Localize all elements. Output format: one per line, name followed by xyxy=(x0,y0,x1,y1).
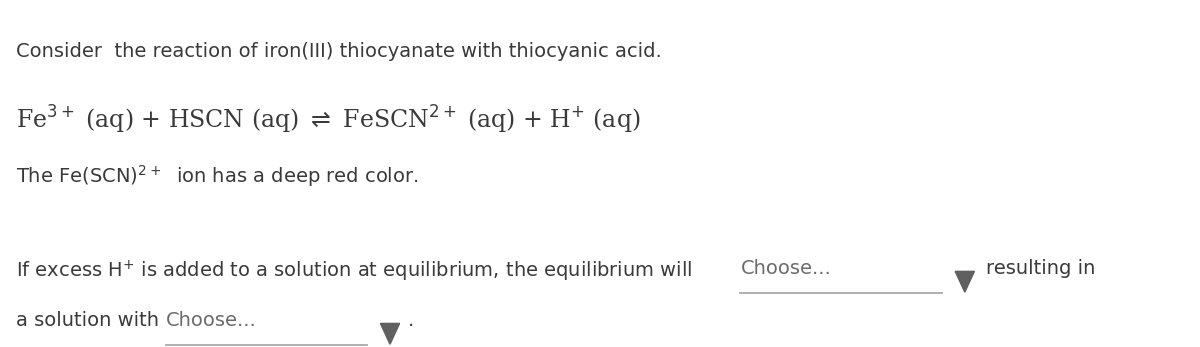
Text: If excess $\mathregular{H}^{+}$ is added to a solution at equilibrium, the equil: If excess $\mathregular{H}^{+}$ is added… xyxy=(16,259,692,284)
Text: resulting in: resulting in xyxy=(986,259,1096,278)
Text: .: . xyxy=(408,311,414,330)
Text: Consider  the reaction of iron(III) thiocyanate with thiocyanic acid.: Consider the reaction of iron(III) thioc… xyxy=(16,42,661,61)
Text: The $\mathregular{Fe(SCN)}^{2+}$  ion has a deep red color.: The $\mathregular{Fe(SCN)}^{2+}$ ion has… xyxy=(16,163,418,189)
Text: Choose...: Choose... xyxy=(740,259,832,278)
Text: a solution with: a solution with xyxy=(16,311,158,330)
Text: $\mathregular{Fe}^{3+}$ (aq) + $\mathregular{HSCN}$ (aq) $\rightleftharpoons$ $\: $\mathregular{Fe}^{3+}$ (aq) + $\mathreg… xyxy=(16,104,640,136)
Text: Choose...: Choose... xyxy=(166,311,257,330)
